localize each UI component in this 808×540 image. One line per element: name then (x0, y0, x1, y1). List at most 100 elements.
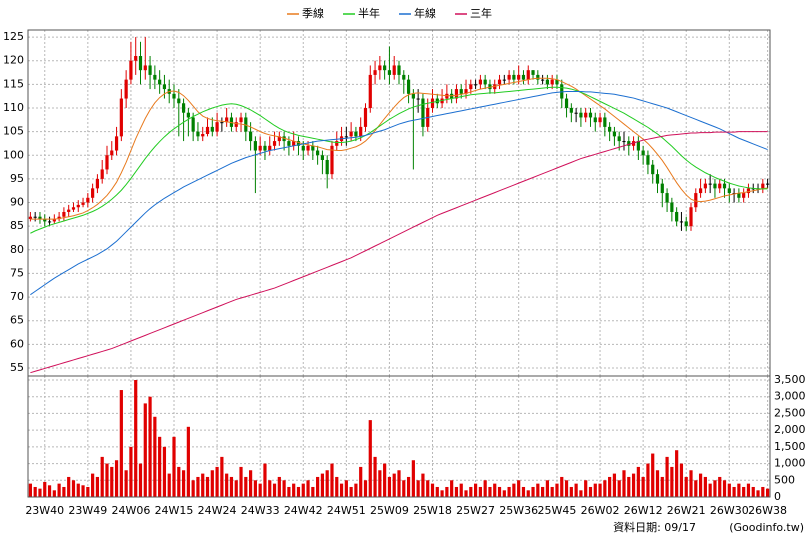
volume-bar (703, 476, 707, 497)
volume-bar (631, 473, 636, 497)
candle-body (761, 183, 765, 189)
candle-body (521, 74, 526, 80)
candle-body (172, 93, 176, 99)
volume-bar (627, 476, 631, 497)
candle-body (598, 117, 602, 123)
candle-body (119, 98, 123, 137)
volume-bar (392, 473, 396, 497)
volume-bar (292, 483, 296, 497)
candle-body (47, 221, 52, 223)
candle-body (114, 136, 119, 151)
candle-body (641, 150, 645, 156)
candle-body (272, 141, 277, 146)
volume-bar (478, 486, 482, 497)
candle-body (234, 122, 238, 127)
volume-bar (698, 473, 703, 497)
x-tick-label: 25W09 (370, 504, 409, 517)
volume-bar (641, 476, 645, 497)
volume-bar (167, 473, 171, 497)
volume-bar (742, 486, 746, 497)
volume-bar (134, 380, 138, 497)
candle-body (105, 155, 109, 170)
candle-body (473, 84, 478, 86)
volume-bar (76, 483, 80, 497)
volume-bar (86, 486, 90, 497)
volume-bar (320, 473, 325, 497)
candle-body (277, 136, 281, 142)
y2-tick-label: 3,000 (774, 390, 806, 403)
candle-body (215, 122, 219, 132)
y2-tick-label: 500 (774, 473, 795, 486)
candle-body (325, 159, 329, 175)
volume-bar (397, 470, 401, 497)
candle-body (564, 98, 569, 108)
x-tick-label: 26W02 (581, 504, 620, 517)
volume-bar (57, 483, 61, 497)
candle-body (497, 79, 502, 85)
candle-body (670, 202, 674, 212)
y2-tick-label: 2,000 (774, 423, 806, 436)
volume-bar (402, 480, 406, 497)
volume-bar (258, 483, 262, 497)
candle-body (507, 74, 511, 80)
volume-bar (751, 486, 755, 497)
y-tick-label: 125 (3, 30, 24, 43)
volume-bar (454, 486, 459, 497)
volume-bar (426, 480, 430, 497)
volume-bar (158, 436, 162, 497)
candle-body (344, 136, 348, 138)
candle-body (191, 117, 195, 132)
legend-label: 季線 (302, 6, 324, 20)
volume-bar (756, 490, 760, 497)
ma-line (30, 77, 768, 220)
candle-body (464, 89, 468, 94)
volume-bar (665, 456, 669, 497)
volume-bar (675, 450, 679, 497)
volume-bar (411, 460, 415, 497)
volume-bar (593, 483, 597, 497)
volume-bar (349, 486, 353, 497)
candle-body (28, 216, 32, 220)
candle-body (38, 216, 42, 220)
volume-bar (105, 463, 109, 497)
candle-body (263, 145, 267, 151)
volume-bar (373, 456, 377, 497)
candle-body (718, 183, 722, 189)
volume-bar (493, 483, 497, 497)
x-tick-label: 24W51 (327, 504, 366, 517)
volume-bar (162, 446, 167, 497)
volume-bar (761, 486, 765, 497)
candle-body (201, 133, 205, 137)
volume-bar (47, 485, 52, 497)
volume-bar (550, 486, 554, 497)
candle-body (186, 112, 190, 118)
legend-label: 半年 (358, 6, 380, 20)
x-tick-label: 25W36 (499, 504, 538, 517)
volume-bar (196, 476, 200, 497)
volume-bar (655, 470, 660, 497)
candle-body (239, 117, 243, 123)
candle-body (746, 188, 751, 194)
candle-body (368, 74, 372, 108)
ma-line (30, 90, 768, 296)
volume-bar (306, 480, 310, 497)
candle-body (411, 93, 415, 99)
volume-bar (387, 476, 392, 497)
candle-body (143, 65, 147, 71)
volume-bar (545, 480, 549, 497)
volume-bar (488, 486, 492, 497)
candle-body (387, 70, 392, 75)
volume-bar (588, 486, 593, 497)
candle-body (550, 79, 554, 85)
candle-body (253, 141, 257, 151)
volume-bar (234, 480, 238, 497)
volume-bar (430, 483, 435, 497)
candle-body (737, 193, 741, 198)
volume-bar (727, 483, 731, 497)
candle-body (52, 219, 56, 222)
x-tick-label: 26W38 (748, 504, 787, 517)
candle-body (268, 145, 272, 151)
candle-body (708, 183, 712, 185)
volume-bar (603, 480, 607, 497)
x-tick-label: 26W21 (667, 504, 706, 517)
